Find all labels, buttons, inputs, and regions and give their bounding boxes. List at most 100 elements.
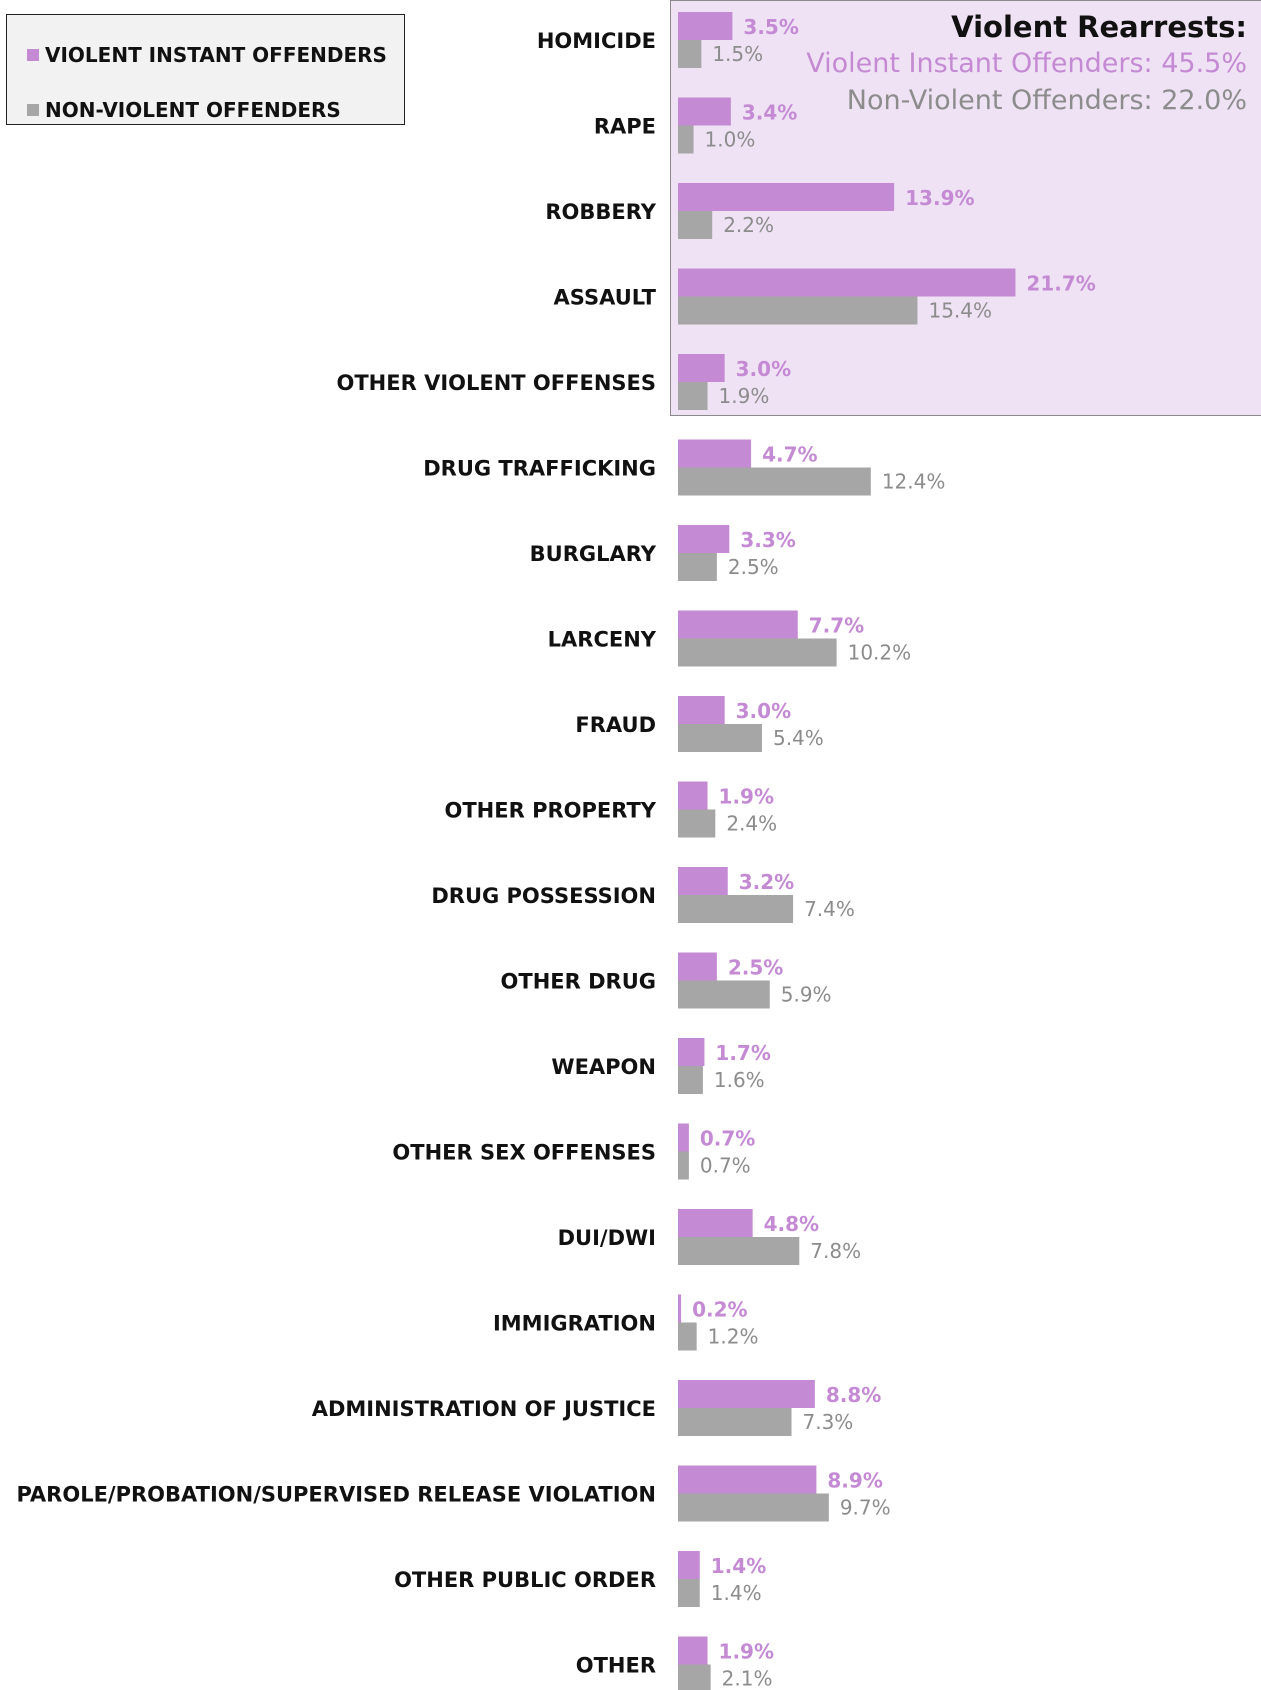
callout-title: Violent Rearrests: — [951, 10, 1247, 44]
data-label-violent-dui-dwi: 4.8% — [764, 1212, 819, 1236]
category-label-other: OTHER — [576, 1654, 656, 1678]
bar-violent-rape — [678, 97, 731, 126]
category-label-drug-possession: DRUG POSSESSION — [431, 884, 656, 908]
data-label-nonviolent-other-public-order: 1.4% — [711, 1581, 762, 1605]
bar-nonviolent-other — [678, 1664, 711, 1690]
bar-violent-dui-dwi — [678, 1209, 753, 1237]
bar-violent-fraud — [678, 696, 725, 724]
data-label-nonviolent-robbery: 2.2% — [723, 213, 774, 237]
data-label-violent-drug-possession: 3.2% — [739, 870, 794, 894]
bar-violent-homicide — [678, 12, 733, 40]
bar-nonviolent-homicide — [678, 40, 702, 68]
callout-text-block: Violent Rearrests: Violent Instant Offen… — [806, 9, 1247, 119]
data-label-nonviolent-fraud: 5.4% — [773, 726, 824, 750]
category-label-larceny: LARCENY — [548, 628, 657, 652]
bar-violent-immigration — [678, 1294, 682, 1323]
legend-label-nonviolent: NON-VIOLENT OFFENDERS — [45, 98, 341, 122]
legend-item-violent: VIOLENT INSTANT OFFENDERS — [27, 43, 387, 67]
data-label-violent-burglary: 3.3% — [740, 528, 795, 552]
category-label-other-sex-offenses: OTHER SEX OFFENSES — [392, 1141, 656, 1165]
bar-violent-weapon — [678, 1038, 705, 1066]
bar-violent-burglary — [678, 525, 730, 553]
data-label-violent-homicide: 3.5% — [743, 15, 798, 39]
bar-nonviolent-parole-probation-supervised-release-violation — [678, 1493, 829, 1522]
data-label-nonviolent-other-drug: 5.9% — [781, 983, 832, 1007]
bar-violent-other-drug — [678, 952, 717, 981]
data-label-violent-other-violent-offenses: 3.0% — [736, 357, 791, 381]
data-label-nonviolent-drug-trafficking: 12.4% — [882, 470, 946, 494]
bar-violent-other — [678, 1636, 708, 1665]
bar-violent-parole-probation-supervised-release-violation — [678, 1465, 817, 1494]
data-label-violent-administration-of-justice: 8.8% — [826, 1383, 881, 1407]
bar-nonviolent-other-violent-offenses — [678, 382, 708, 410]
data-label-violent-fraud: 3.0% — [736, 699, 791, 723]
category-label-homicide: HOMICIDE — [537, 29, 656, 53]
bar-violent-other-violent-offenses — [678, 354, 725, 382]
data-label-nonviolent-weapon: 1.6% — [714, 1068, 765, 1092]
legend-swatch-violent — [27, 49, 39, 61]
category-label-robbery: ROBBERY — [545, 200, 656, 224]
data-label-violent-immigration: 0.2% — [692, 1298, 747, 1322]
category-label-rape: RAPE — [594, 115, 656, 139]
data-label-nonviolent-other-sex-offenses: 0.7% — [700, 1154, 751, 1178]
data-label-nonviolent-other: 2.1% — [722, 1667, 773, 1690]
data-label-violent-robbery: 13.9% — [905, 186, 974, 210]
category-label-administration-of-justice: ADMINISTRATION OF JUSTICE — [312, 1397, 656, 1421]
category-label-drug-trafficking: DRUG TRAFFICKING — [423, 457, 656, 481]
data-label-violent-larceny: 7.7% — [809, 614, 864, 638]
bar-violent-other-public-order — [678, 1551, 700, 1579]
bar-violent-robbery — [678, 183, 895, 211]
bar-nonviolent-rape — [678, 125, 694, 154]
bar-nonviolent-other-sex-offenses — [678, 1151, 689, 1180]
bar-nonviolent-drug-possession — [678, 895, 794, 923]
data-label-violent-other: 1.9% — [719, 1640, 774, 1664]
bar-violent-other-property — [678, 781, 708, 810]
data-label-violent-rape: 3.4% — [742, 101, 797, 125]
category-label-other-public-order: OTHER PUBLIC ORDER — [394, 1568, 656, 1592]
data-label-violent-other-drug: 2.5% — [728, 956, 783, 980]
legend-swatch-nonviolent — [27, 104, 39, 116]
data-label-nonviolent-burglary: 2.5% — [728, 555, 779, 579]
legend-label-violent: VIOLENT INSTANT OFFENDERS — [45, 43, 387, 67]
data-label-violent-weapon: 1.7% — [715, 1041, 770, 1065]
bar-violent-other-sex-offenses — [678, 1123, 689, 1152]
bar-nonviolent-fraud — [678, 724, 762, 752]
bar-violent-larceny — [678, 610, 798, 639]
data-label-nonviolent-larceny: 10.2% — [848, 641, 912, 665]
category-label-weapon: WEAPON — [551, 1055, 656, 1079]
data-label-nonviolent-assault: 15.4% — [928, 299, 992, 323]
bar-nonviolent-other-property — [678, 809, 716, 838]
bar-violent-drug-trafficking — [678, 439, 752, 468]
data-label-violent-parole-probation-supervised-release-violation: 8.9% — [827, 1469, 882, 1493]
data-label-nonviolent-administration-of-justice: 7.3% — [803, 1410, 854, 1434]
data-label-nonviolent-immigration: 1.2% — [708, 1325, 759, 1349]
bar-nonviolent-burglary — [678, 553, 717, 581]
category-label-other-property: OTHER PROPERTY — [445, 799, 657, 823]
callout-violent-total: Violent Instant Offenders: 45.5% — [806, 48, 1247, 79]
legend: VIOLENT INSTANT OFFENDERS NON-VIOLENT OF… — [6, 14, 405, 125]
category-label-assault: ASSAULT — [554, 286, 657, 310]
data-label-violent-other-property: 1.9% — [719, 785, 774, 809]
data-label-nonviolent-parole-probation-supervised-release-violation: 9.7% — [840, 1496, 891, 1520]
category-label-parole-probation-supervised-release-violation: PAROLE/PROBATION/SUPERVISED RELEASE VIOL… — [16, 1483, 656, 1507]
bar-nonviolent-assault — [678, 296, 918, 325]
bar-violent-drug-possession — [678, 867, 728, 895]
bar-nonviolent-drug-trafficking — [678, 467, 871, 496]
data-label-violent-assault: 21.7% — [1026, 272, 1095, 296]
data-label-violent-other-public-order: 1.4% — [711, 1554, 766, 1578]
data-label-violent-other-sex-offenses: 0.7% — [700, 1127, 755, 1151]
data-label-nonviolent-other-property: 2.4% — [726, 812, 777, 836]
data-label-nonviolent-drug-possession: 7.4% — [804, 897, 855, 921]
category-label-other-drug: OTHER DRUG — [501, 970, 656, 994]
bar-violent-administration-of-justice — [678, 1380, 815, 1408]
data-label-nonviolent-dui-dwi: 7.8% — [810, 1239, 861, 1263]
bar-nonviolent-robbery — [678, 211, 713, 239]
bar-nonviolent-immigration — [678, 1322, 697, 1351]
bar-nonviolent-other-public-order — [678, 1579, 700, 1607]
data-label-nonviolent-homicide: 1.5% — [712, 42, 763, 66]
category-label-immigration: IMMIGRATION — [493, 1312, 656, 1336]
bar-nonviolent-weapon — [678, 1066, 703, 1094]
bar-nonviolent-larceny — [678, 638, 837, 667]
bar-nonviolent-other-drug — [678, 980, 770, 1009]
